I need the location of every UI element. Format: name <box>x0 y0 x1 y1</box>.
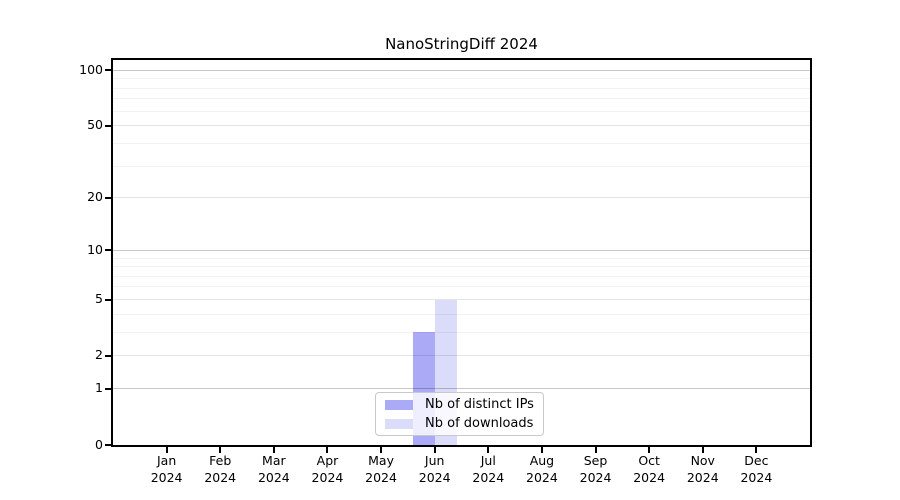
x-tick <box>165 447 168 453</box>
x-tick-label: Oct 2024 <box>619 452 679 486</box>
x-tick-label: Jul 2024 <box>458 452 518 486</box>
gridline <box>113 266 810 268</box>
gridline <box>113 299 810 300</box>
y-tick <box>105 298 111 301</box>
x-tick-month: Jul <box>480 453 496 468</box>
x-tick-year: 2024 <box>740 470 773 485</box>
x-tick-label: Apr 2024 <box>297 452 357 486</box>
legend: Nb of distinct IPs Nb of downloads <box>375 392 544 436</box>
chart-title: NanoStringDiff 2024 <box>385 35 538 53</box>
x-tick <box>755 447 758 453</box>
y-tick <box>105 249 111 252</box>
y-tick-label: 5 <box>95 291 103 306</box>
x-tick-label: Sep 2024 <box>566 452 626 486</box>
gridline <box>113 286 810 288</box>
x-tick-month: Aug <box>529 453 555 468</box>
x-tick-year: 2024 <box>311 470 344 485</box>
gridline <box>113 331 810 333</box>
x-tick <box>648 447 651 453</box>
x-tick-label: Mar 2024 <box>244 452 304 486</box>
gridline <box>113 249 810 251</box>
x-tick-label: Aug 2024 <box>512 452 572 486</box>
gridline <box>113 78 810 80</box>
gridline <box>113 257 810 259</box>
x-tick-year: 2024 <box>257 470 290 485</box>
gridline <box>113 313 810 315</box>
x-tick-month: Dec <box>744 453 769 468</box>
plot-area <box>113 60 810 445</box>
x-tick-label: Jan 2024 <box>137 452 197 486</box>
x-tick-year: 2024 <box>204 470 237 485</box>
y-tick-label: 0 <box>95 436 103 452</box>
gridline <box>113 87 810 89</box>
gridline <box>113 165 810 167</box>
x-tick <box>272 447 275 453</box>
x-tick-label: Dec 2024 <box>726 452 786 486</box>
x-tick-year: 2024 <box>418 470 451 485</box>
gridline <box>113 142 810 144</box>
legend-label: Nb of downloads <box>425 416 534 431</box>
x-tick-month: May <box>368 453 394 468</box>
x-tick-month: Mar <box>262 453 286 468</box>
x-tick <box>701 447 704 453</box>
x-tick <box>380 447 383 453</box>
x-tick-year: 2024 <box>365 470 397 485</box>
gridline <box>113 125 810 127</box>
x-tick <box>540 447 543 453</box>
x-tick <box>219 447 222 453</box>
x-tick-year: 2024 <box>633 470 666 485</box>
x-tick-month: Apr <box>316 453 339 468</box>
x-tick-month: Jun <box>424 453 445 468</box>
gridline <box>113 388 810 390</box>
x-tick-year: 2024 <box>150 470 183 485</box>
gridline <box>113 275 810 277</box>
legend-label: Nb of distinct IPs <box>425 397 534 412</box>
gridline <box>113 197 810 199</box>
y-tick <box>105 69 111 72</box>
y-tick <box>105 354 111 357</box>
y-tick-label: 20 <box>87 189 103 205</box>
x-tick-year: 2024 <box>472 470 505 485</box>
y-tick-label: 50 <box>87 117 103 133</box>
x-tick-month: Oct <box>638 453 660 468</box>
y-tick-label: 1 <box>95 380 103 396</box>
x-tick-year: 2024 <box>686 470 719 485</box>
x-tick-month: Sep <box>583 453 608 468</box>
legend-item: Nb of distinct IPs <box>385 397 543 412</box>
y-tick <box>105 196 111 199</box>
y-tick-label: 2 <box>95 347 103 363</box>
x-tick-month: Nov <box>690 453 715 468</box>
legend-swatch-downloads <box>385 418 413 429</box>
gridline <box>113 69 810 71</box>
y-tick-label: 10 <box>87 241 103 257</box>
y-tick-label: 100 <box>79 61 103 77</box>
y-tick <box>105 387 111 390</box>
x-tick <box>433 447 436 453</box>
x-tick <box>594 447 597 453</box>
x-tick-month: Feb <box>209 453 232 468</box>
legend-item: Nb of downloads <box>385 416 543 431</box>
x-tick-month: Jan <box>156 453 177 468</box>
y-tick <box>105 444 111 446</box>
x-tick-label: Feb 2024 <box>190 452 250 486</box>
y-tick <box>105 124 111 127</box>
gridline <box>113 98 810 100</box>
x-tick-label: May 2024 <box>351 452 411 486</box>
x-tick-year: 2024 <box>526 470 558 485</box>
gridline <box>113 355 810 357</box>
x-tick-label: Nov 2024 <box>673 452 733 486</box>
x-tick-label: Jun 2024 <box>405 452 465 486</box>
legend-swatch-distinct-ips <box>385 399 413 410</box>
x-tick <box>487 447 490 453</box>
x-tick-year: 2024 <box>579 470 612 485</box>
x-tick <box>326 447 329 453</box>
gridline <box>113 110 810 112</box>
